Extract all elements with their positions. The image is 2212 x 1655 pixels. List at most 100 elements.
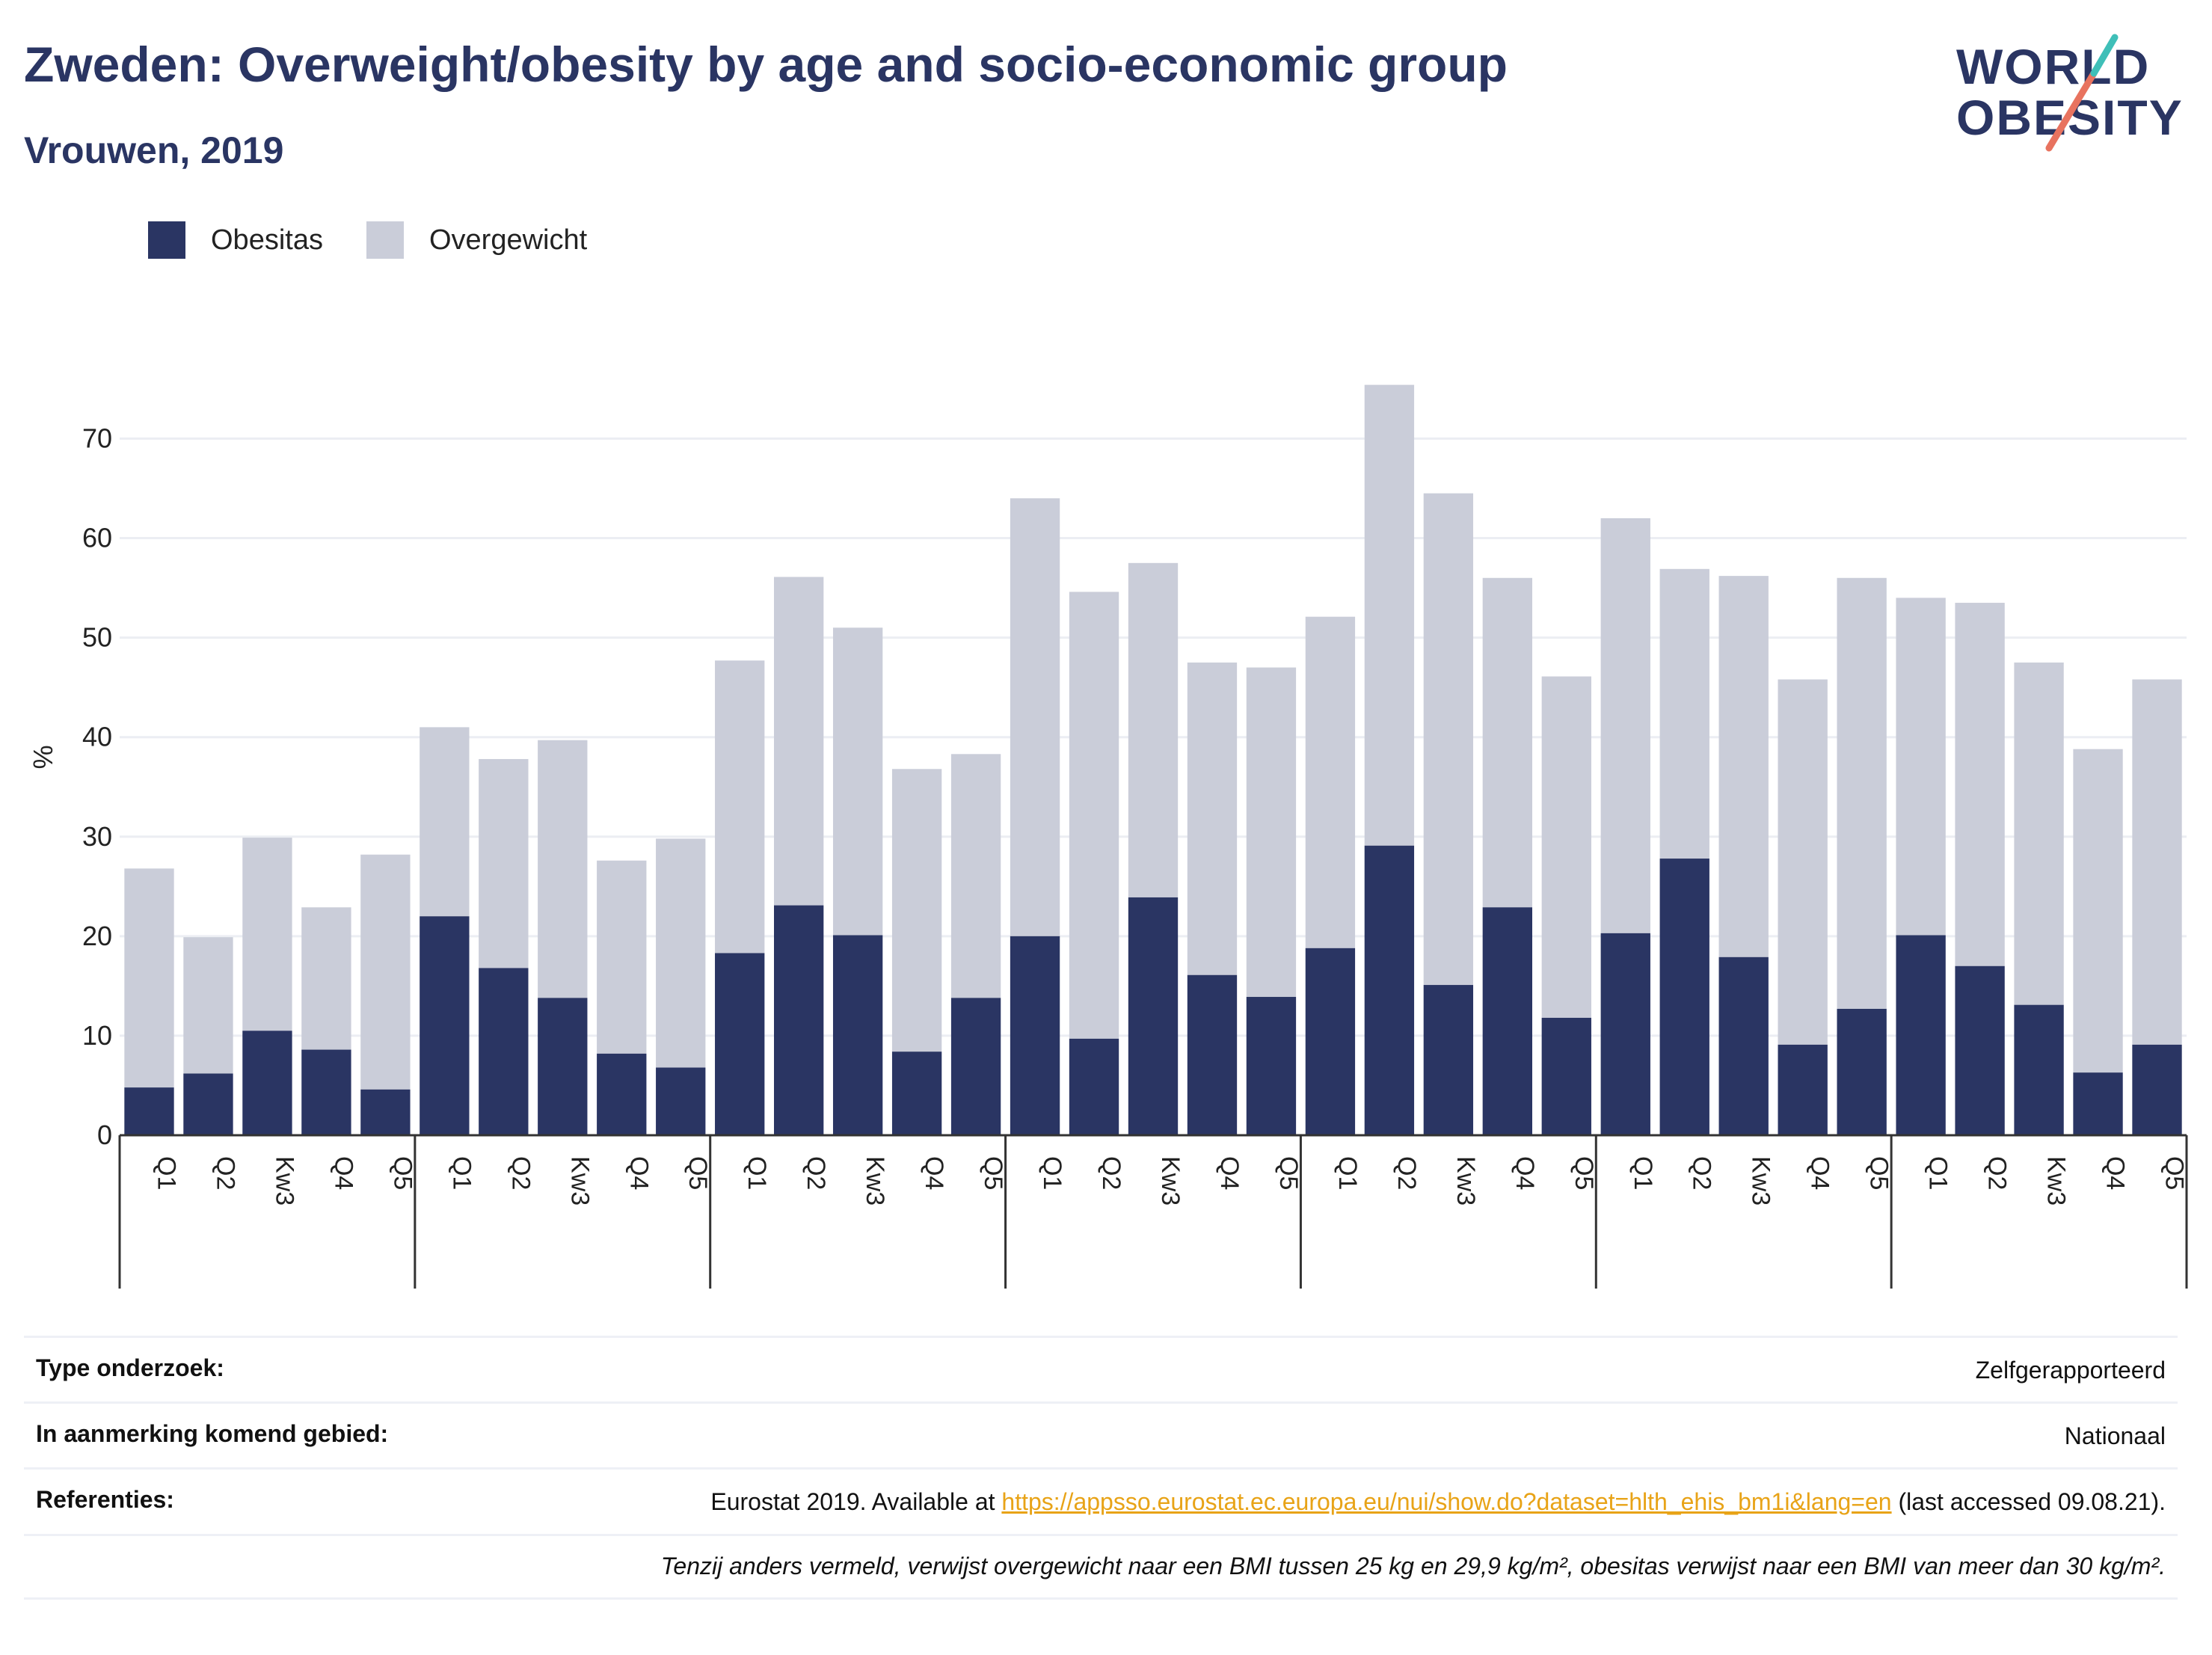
bar-overgewicht [360, 854, 411, 1090]
logo-slash-icon [2045, 34, 2119, 152]
x-tick-label: Q2 [506, 1156, 535, 1190]
x-tick-label: Q4 [329, 1156, 357, 1190]
bar-overgewicht [950, 754, 1001, 998]
legend-label-overgewicht: Overgewicht [428, 224, 588, 256]
y-tick-label: 50 [82, 622, 112, 653]
chart-legend: Obesitas Overgewicht [148, 221, 630, 259]
bar-overgewicht [1659, 568, 1709, 859]
bar-overgewicht [301, 907, 351, 1050]
bar-overgewicht [1128, 562, 1179, 897]
meta-value: Eurostat 2019. Available at https://apps… [710, 1486, 2166, 1518]
bar-obesitas [1718, 957, 1769, 1135]
bar-obesitas [538, 998, 588, 1135]
bar-overgewicht [242, 838, 292, 1031]
legend-swatch-overgewicht [366, 221, 404, 259]
bar-obesitas [183, 1073, 233, 1135]
x-tick-label: Kw3 [1747, 1156, 1775, 1206]
x-tick-label: Q2 [1097, 1156, 1125, 1190]
definition-note: Tenzij anders vermeld, verwijst overgewi… [660, 1552, 2166, 1579]
legend-label-obesitas: Obesitas [211, 224, 323, 256]
bar-overgewicht [774, 577, 824, 906]
x-tick-label: Q4 [920, 1156, 948, 1190]
bar-overgewicht [124, 868, 174, 1088]
bar-overgewicht [420, 727, 470, 917]
x-tick-label: Kw3 [861, 1156, 889, 1206]
meta-value: Zelfgerapporteerd [1975, 1357, 2166, 1384]
x-tick-label: Q4 [1215, 1156, 1244, 1190]
bar-overgewicht [1778, 679, 1828, 1045]
legend-item-overgewicht: Overgewicht [366, 221, 587, 259]
x-tick-label: Q5 [388, 1156, 417, 1190]
x-tick-label: Q1 [1333, 1156, 1362, 1190]
x-tick-label: Q5 [2160, 1156, 2189, 1190]
y-tick-label: 70 [82, 423, 112, 453]
bar-overgewicht [1423, 493, 1474, 986]
world-obesity-logo: WORLD OBESITY [1944, 21, 2199, 159]
bar-obesitas [1187, 974, 1238, 1135]
bar-overgewicht [1482, 577, 1532, 908]
legend-swatch-obesitas [148, 221, 185, 259]
x-tick-label: Kw3 [270, 1156, 298, 1206]
bar-obesitas [774, 905, 824, 1135]
bar-overgewicht [1305, 616, 1356, 948]
x-tick-label: Q2 [211, 1156, 239, 1190]
bar-overgewicht [1718, 576, 1769, 957]
bar-overgewicht [1187, 662, 1238, 975]
bar-overgewicht [656, 838, 706, 1068]
bar-obesitas [950, 998, 1001, 1135]
x-tick-label: Q1 [152, 1156, 180, 1190]
bar-obesitas [1010, 936, 1060, 1135]
x-tick-label: Q1 [1629, 1156, 1657, 1190]
y-tick-label: 10 [82, 1020, 112, 1051]
meta-row-area: In aanmerking komend gebied: Nationaal [24, 1401, 2178, 1467]
x-tick-label: Q1 [743, 1156, 771, 1190]
bar-overgewicht [479, 758, 529, 968]
bar-obesitas [360, 1089, 411, 1135]
x-tick-label: Q5 [1865, 1156, 1893, 1190]
x-tick-label: Q1 [1038, 1156, 1066, 1190]
bar-obesitas [1600, 933, 1650, 1135]
reference-prefix: Eurostat 2019. Available at [710, 1488, 1002, 1516]
bar-overgewicht [1600, 518, 1650, 933]
bar-obesitas [242, 1031, 292, 1135]
bar-obesitas [656, 1067, 706, 1135]
bar-obesitas [1659, 859, 1709, 1135]
x-tick-label: Kw3 [1156, 1156, 1185, 1206]
bar-obesitas [479, 968, 529, 1135]
y-axis-title: % [28, 745, 58, 769]
x-tick-label: Q4 [624, 1156, 653, 1190]
x-tick-label: Q2 [1392, 1156, 1421, 1190]
bar-obesitas [832, 935, 883, 1135]
bar-overgewicht [2073, 749, 2123, 1073]
meta-row-note: Tenzij anders vermeld, verwijst overgewi… [24, 1533, 2178, 1600]
page-title: Zweden: Overweight/obesity by age and so… [24, 37, 1508, 92]
bar-overgewicht [891, 769, 942, 1052]
x-tick-label: Q4 [2101, 1156, 2130, 1190]
bar-obesitas [1128, 897, 1179, 1135]
page-subtitle: Vrouwen, 2019 [24, 129, 284, 171]
bar-overgewicht [1364, 384, 1415, 846]
bar-overgewicht [1541, 676, 1591, 1018]
bar-overgewicht [1010, 498, 1060, 936]
bar-obesitas [2073, 1072, 2123, 1135]
bar-obesitas [1069, 1038, 1119, 1135]
reference-suffix: (last accessed 09.08.21). [1891, 1488, 2166, 1516]
x-tick-label: Q2 [1983, 1156, 2012, 1190]
x-tick-label: Q1 [1924, 1156, 1953, 1190]
bar-overgewicht [538, 740, 588, 998]
bar-overgewicht [715, 660, 765, 954]
bar-obesitas [2132, 1044, 2182, 1135]
x-tick-label: Q2 [1688, 1156, 1716, 1190]
x-tick-label: Q5 [979, 1156, 1007, 1190]
meta-key: Type onderzoek: [36, 1354, 224, 1381]
bar-obesitas [1778, 1044, 1828, 1135]
x-tick-label: Q5 [683, 1156, 712, 1190]
bar-obesitas [1305, 948, 1356, 1135]
bar-overgewicht [2132, 679, 2182, 1045]
bar-overgewicht [1955, 603, 2005, 966]
reference-link[interactable]: https://appsso.eurostat.ec.europa.eu/nui… [1001, 1488, 1892, 1516]
bar-overgewicht [1069, 592, 1119, 1039]
bar-obesitas [2014, 1004, 2064, 1135]
bar-obesitas [597, 1053, 647, 1135]
